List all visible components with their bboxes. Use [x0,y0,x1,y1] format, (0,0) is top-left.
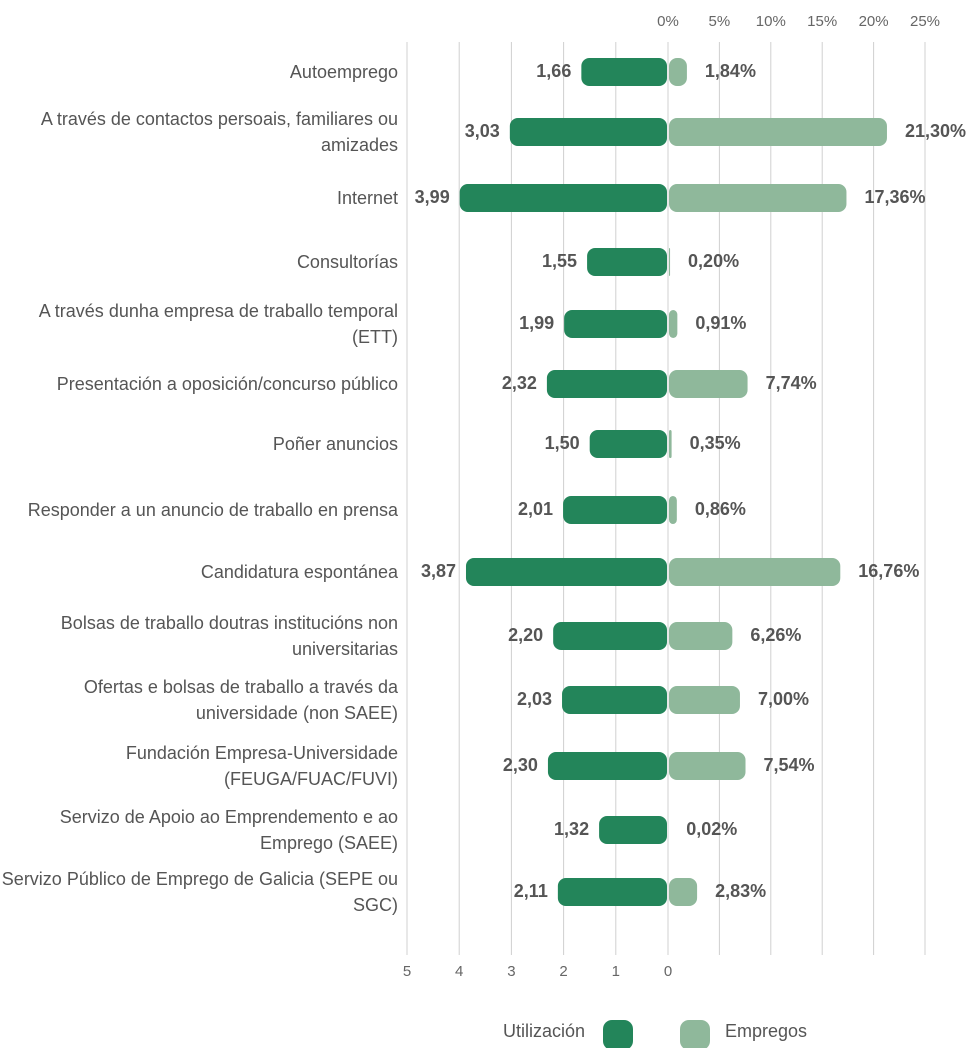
bar [546,370,667,398]
bar [563,496,667,524]
category-label: Ofertas e bolsas de traballo a través da… [83,677,398,723]
category-label: A través dunha empresa de traballo tempo… [38,301,398,347]
x2-tick-label: 10% [756,13,786,30]
value-label: 2,11 [514,881,548,901]
value-label: 1,50 [545,433,580,453]
bar [669,430,672,458]
value-label: 7,74% [766,373,817,393]
bar [669,622,733,650]
legend-label: Empregos [725,1021,807,1041]
bar [669,878,698,906]
x-tick-label: 0 [664,963,672,980]
bar [557,878,667,906]
value-label: 2,01 [518,499,553,519]
value-label: 0,02% [686,819,737,839]
legend-label: Utilización [503,1021,585,1041]
bar [459,184,667,212]
bar [587,248,667,276]
bar [589,430,667,458]
category-label: Internet [336,188,398,208]
value-label: 2,32 [502,373,537,393]
value-label: 1,99 [519,313,554,333]
value-label: 3,87 [421,561,456,581]
bar [599,816,667,844]
bar [669,496,677,524]
category-label: Poñer anuncios [272,434,398,454]
value-label: 0,35% [690,433,741,453]
bar [564,310,667,338]
bar [669,118,887,146]
bar [669,686,740,714]
x2-tick-label: 15% [807,13,837,30]
x2-tick-label: 5% [709,13,731,30]
bar [669,248,671,276]
category-label: A través de contactos persoais, familiar… [40,109,398,155]
x-tick-label: 1 [612,963,620,980]
value-label: 21,30% [905,121,966,141]
x2-tick-label: 0% [657,13,679,30]
bar [509,118,667,146]
bar [562,686,667,714]
x2-tick-label: 25% [910,13,940,30]
category-label: Bolsas de traballo doutras institucións … [60,613,398,659]
bar [547,752,667,780]
x-tick-label: 4 [455,963,463,980]
value-label: 3,99 [415,187,450,207]
value-label: 2,20 [508,625,543,645]
value-label: 2,30 [503,755,538,775]
bar [669,58,687,86]
bar [669,370,748,398]
value-label: 0,20% [688,251,739,271]
value-label: 0,91% [695,313,746,333]
value-label: 6,26% [750,625,801,645]
category-label: Autoemprego [289,62,398,82]
bar [581,58,667,86]
category-label: Presentación a oposición/concurso públic… [56,374,398,394]
bar [465,558,667,586]
category-label: Servizo de Apoio ao Emprendemento e ao E… [59,807,398,853]
value-label: 2,83% [715,881,766,901]
value-label: 0,86% [695,499,746,519]
category-label: Servizo Público de Emprego de Galicia (S… [1,869,398,915]
value-label: 1,66 [536,61,571,81]
legend-swatch [680,1020,710,1048]
bar [669,184,847,212]
x-tick-label: 2 [559,963,567,980]
value-label: 7,00% [758,689,809,709]
value-label: 17,36% [864,187,925,207]
value-label: 16,76% [858,561,919,581]
value-label: 3,03 [465,121,500,141]
value-label: 1,84% [705,61,756,81]
bar [553,622,667,650]
x-tick-label: 5 [403,963,411,980]
category-label: Responder a un anuncio de traballo en pr… [27,500,398,520]
bar [669,310,678,338]
category-label: Fundación Empresa-Universidade (FEUGA/FU… [125,743,398,789]
bar [669,752,746,780]
value-label: 7,54% [764,755,815,775]
bar [669,558,841,586]
x2-tick-label: 20% [859,13,889,30]
value-label: 1,55 [542,251,577,271]
value-label: 1,32 [554,819,589,839]
legend-swatch [603,1020,633,1048]
x-tick-label: 3 [507,963,515,980]
value-label: 2,03 [517,689,552,709]
category-label: Candidatura espontánea [200,562,398,582]
category-label: Consultorías [296,252,398,272]
